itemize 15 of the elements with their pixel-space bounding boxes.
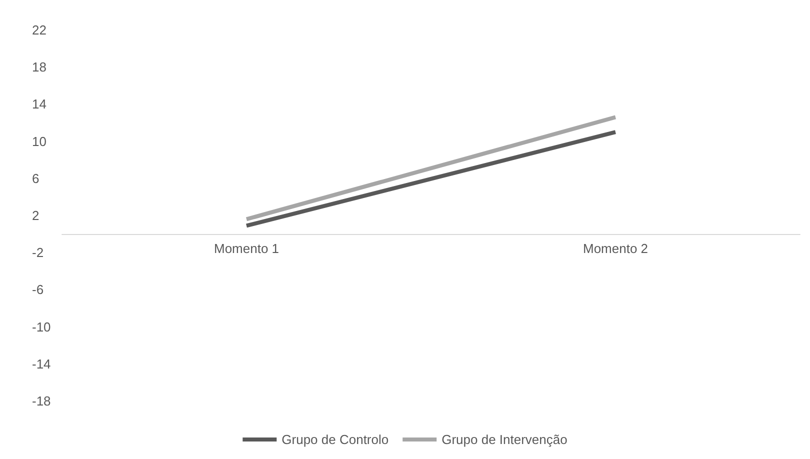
legend-label: Grupo de Intervenção	[442, 432, 568, 447]
y-tick-label: -10	[32, 319, 51, 334]
x-tick-label: Momento 2	[582, 241, 648, 256]
y-tick-label: 6	[32, 170, 40, 186]
y-tick-label: 18	[32, 60, 46, 75]
y-tick-label: -14	[32, 356, 51, 372]
y-tick-label: 2	[32, 208, 40, 223]
x-tick-label: Momento 1	[214, 241, 280, 256]
y-tick-label: 22	[32, 22, 46, 38]
y-tick-label: 10	[32, 134, 46, 149]
y-tick-label: 14	[32, 96, 46, 112]
y-tick-label: -6	[32, 282, 44, 298]
y-tick-label: -18	[32, 394, 51, 408]
y-tick-label: -2	[32, 245, 44, 260]
legend-label: Grupo de Controlo	[282, 432, 389, 447]
